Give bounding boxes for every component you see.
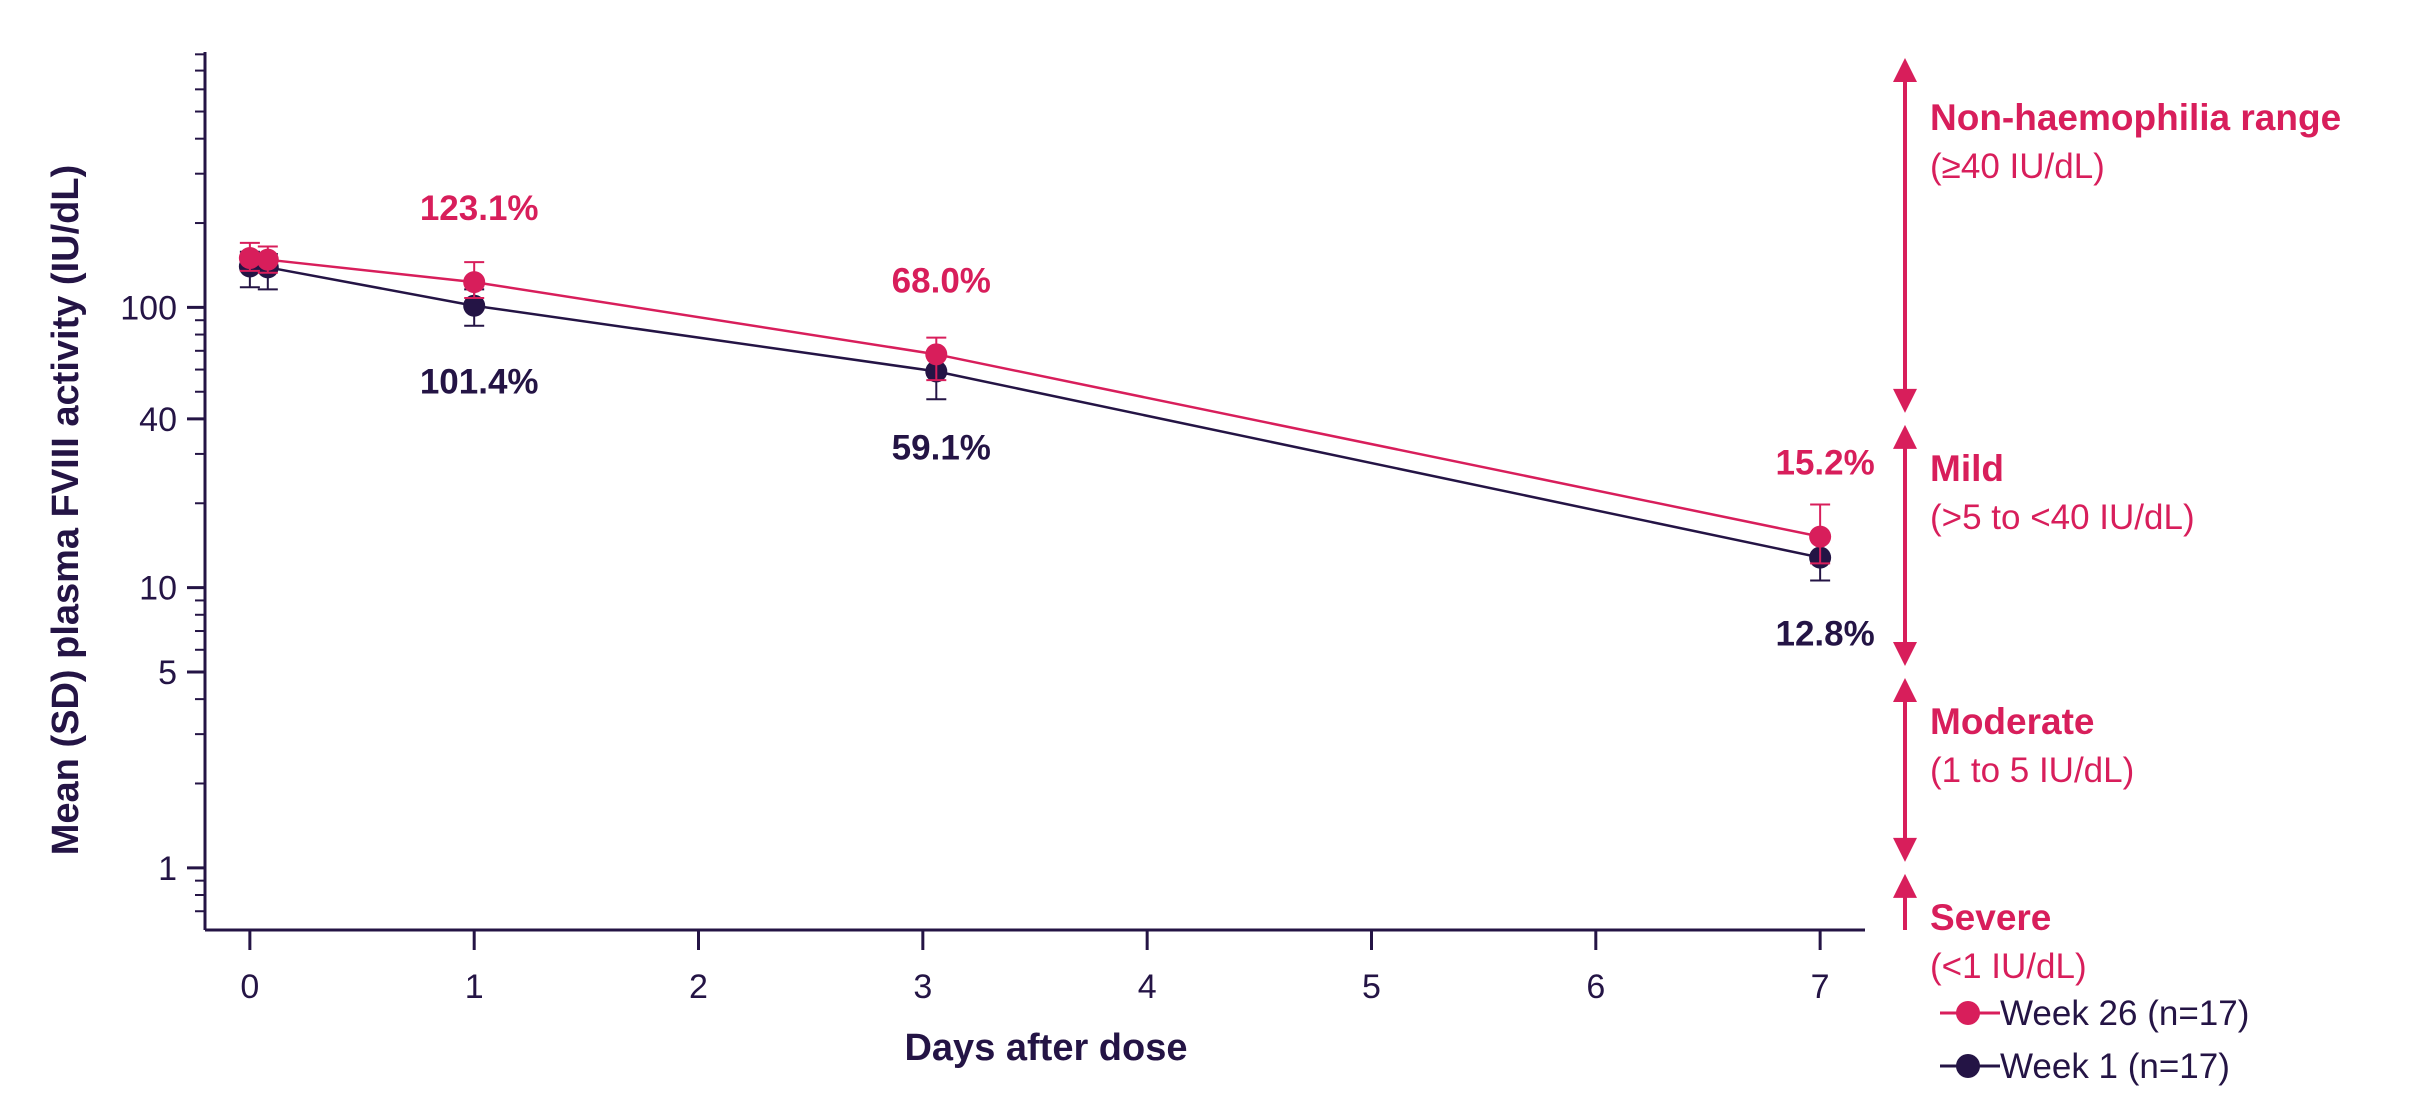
legend-item-week26: Week 26 (n=17) [1940,994,2249,1033]
band-arrow-head-up [1893,677,1917,702]
data-point-week1 [463,294,486,317]
y-axis-title: Mean (SD) plasma FVIII activity (IU/dL) [45,165,87,855]
band-arrow-head-up [1893,873,1917,898]
x-tick-label: 1 [465,968,484,1006]
y-tick-label: 10 [139,570,177,608]
band-name-label: Mild [1930,448,2004,489]
data-point-week26 [925,343,948,366]
legend-label-week26: Week 26 (n=17) [2000,994,2249,1033]
value-label-week26: 123.1% [420,189,539,228]
severity-bands: Non-haemophilia range (≥40 IU/dL) Mild (>5 … [1893,58,2341,986]
legend: Week 26 (n=17) Week 1 (n=17) [1940,994,2249,1086]
severity-band: Non-haemophilia range (≥40 IU/dL) [1893,58,2341,413]
value-label-week1: 12.8% [1776,615,1875,654]
legend-marker-week1 [1956,1054,1980,1078]
band-arrow-head-down [1893,837,1917,862]
band-name-label: Moderate [1930,701,2094,742]
band-name-label: Severe [1930,897,2051,938]
band-arrow-head-up [1893,58,1917,82]
x-tick-label: 0 [240,968,259,1006]
legend-item-week1: Week 1 (n=17) [1940,1047,2230,1086]
severity-band: Severe (<1 IU/dL) [1893,873,2087,986]
x-tick-label: 5 [1362,968,1381,1006]
axes: 1 5 10 40 100 0 1 2 3 4 5 6 7 [120,52,1865,1006]
band-arrow-head-down [1893,388,1917,413]
band-range-label: (1 to 5 IU/dL) [1930,751,2134,790]
band-range-label: (≥40 IU/dL) [1930,147,2105,186]
severity-band: Mild (>5 to <40 IU/dL) [1893,424,2195,666]
x-tick-label: 4 [1138,968,1157,1006]
x-tick-label: 6 [1586,968,1605,1006]
legend-label-week1: Week 1 (n=17) [2000,1047,2230,1086]
data-point-week26 [463,271,486,294]
band-arrow-head-up [1893,424,1917,449]
value-label-week1: 59.1% [892,428,991,467]
value-label-week1: 101.4% [420,363,539,402]
series-layer [238,241,1832,582]
x-tick-label: 2 [689,968,708,1006]
x-tick-label: 3 [913,968,932,1006]
x-axis-title: Days after dose [904,1027,1187,1069]
y-tick-label: 100 [120,289,177,327]
data-point-week26 [1809,525,1832,548]
data-point-week26 [238,247,261,270]
y-tick-label: 5 [158,654,177,692]
value-label-week26: 15.2% [1776,444,1875,483]
data-point-week26 [256,248,279,271]
band-arrow-head-down [1893,641,1917,666]
y-tick-label: 1 [158,850,177,888]
y-tick-label: 40 [139,401,177,439]
legend-marker-week26 [1956,1001,1980,1025]
series-line-week1 [249,265,1821,559]
band-range-label: (>5 to <40 IU/dL) [1930,498,2195,537]
value-labels: 123.1% 68.0% 15.2% 101.4% 59.1% 12.8% [420,189,1875,653]
band-name-label: Non-haemophilia range [1930,97,2341,138]
band-range-label: (<1 IU/dL) [1930,947,2087,986]
value-label-week26: 68.0% [892,261,991,300]
x-tick-label: 7 [1811,968,1830,1006]
severity-band: Moderate (1 to 5 IU/dL) [1893,677,2134,862]
